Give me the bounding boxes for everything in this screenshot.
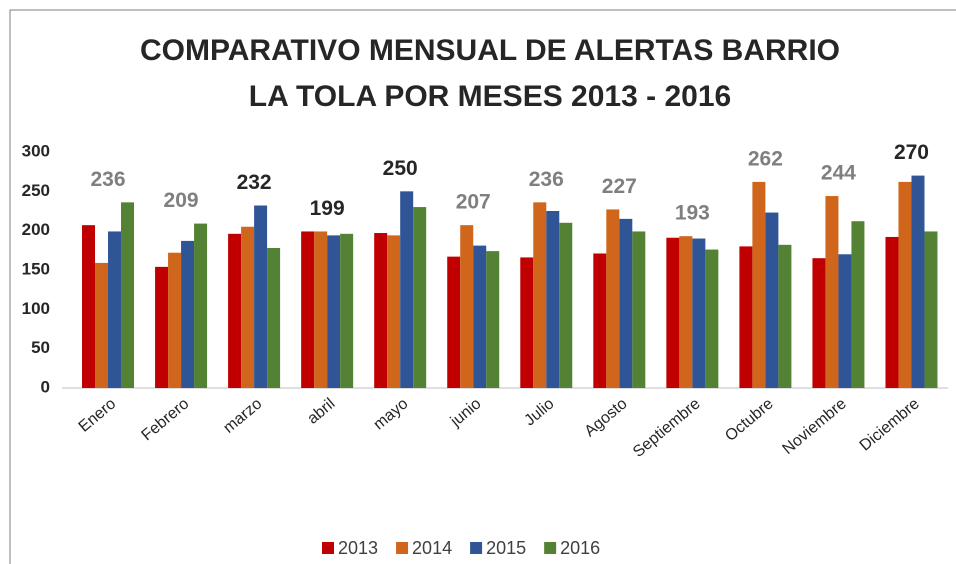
- bar: [546, 211, 560, 388]
- bar: [692, 238, 706, 388]
- bar: [666, 237, 680, 388]
- bar: [520, 257, 534, 388]
- y-tick-label: 0: [41, 377, 50, 396]
- bar: [241, 226, 255, 388]
- x-tick-label: Agosto: [582, 395, 631, 440]
- bar: [460, 225, 474, 388]
- bar: [95, 262, 109, 388]
- bar: [851, 221, 865, 388]
- x-tick-label: Octubre: [722, 395, 777, 445]
- bar: [679, 236, 693, 388]
- data-label: 199: [310, 197, 345, 220]
- bar: [812, 258, 826, 388]
- frame: [9, 9, 956, 564]
- bar: [168, 252, 182, 388]
- x-tick-label: Enero: [76, 395, 120, 436]
- chart-title: LA TOLA POR MESES 2013 - 2016: [249, 80, 731, 113]
- bar: [752, 181, 766, 388]
- bar: [765, 212, 779, 388]
- y-tick-label: 200: [22, 220, 50, 239]
- x-tick-label: abril: [304, 395, 338, 427]
- legend-label: 2014: [412, 538, 452, 558]
- x-tick-label: junio: [447, 395, 485, 430]
- legend-label: 2013: [338, 538, 378, 558]
- x-tick-label: mayo: [371, 395, 412, 433]
- bar: [447, 256, 461, 388]
- x-tick-label: Septiembre: [630, 395, 704, 461]
- bar: [374, 233, 388, 388]
- bar: [632, 231, 646, 388]
- x-tick-label: Noviembre: [780, 395, 850, 458]
- bar: [533, 202, 547, 388]
- x-tick-label: marzo: [220, 395, 265, 437]
- x-tick-label: Febrero: [138, 395, 192, 444]
- bar: [486, 251, 500, 388]
- bar: [413, 207, 427, 388]
- legend-swatch: [396, 542, 409, 554]
- bar: [108, 231, 122, 388]
- data-label: 270: [894, 141, 929, 164]
- bar: [705, 249, 719, 388]
- data-label: 236: [529, 168, 564, 191]
- bar: [593, 253, 607, 388]
- bar: [911, 175, 925, 388]
- bar: [924, 231, 938, 388]
- data-label: 207: [456, 191, 491, 214]
- x-tick-label: Diciembre: [857, 395, 923, 454]
- bar: [739, 246, 753, 388]
- y-tick-label: 250: [22, 181, 50, 200]
- bar: [825, 196, 839, 388]
- bar: [885, 236, 899, 388]
- bar: [194, 223, 208, 388]
- bar: [155, 266, 169, 388]
- bar: [181, 240, 195, 388]
- bar: [267, 247, 281, 388]
- x-tick-label: Julio: [521, 395, 557, 429]
- data-label: 232: [237, 171, 272, 194]
- bar: [473, 245, 487, 388]
- data-label: 227: [602, 175, 637, 198]
- bar: [340, 233, 354, 388]
- bar: [619, 218, 633, 388]
- bar: [254, 205, 268, 388]
- bar: [228, 233, 242, 388]
- data-label: 193: [675, 202, 710, 225]
- y-tick-label: 50: [31, 338, 50, 357]
- bar: [387, 235, 401, 388]
- bar: [327, 235, 341, 388]
- legend-label: 2015: [486, 538, 526, 558]
- data-label: 250: [383, 157, 418, 180]
- y-tick-label: 150: [22, 259, 50, 278]
- data-label: 236: [90, 168, 125, 191]
- y-tick-label: 100: [22, 299, 50, 318]
- data-label: 262: [748, 147, 783, 170]
- bar: [314, 231, 328, 388]
- legend-label: 2016: [560, 538, 600, 558]
- bar: [898, 181, 912, 388]
- bar: [400, 191, 414, 388]
- bar: [301, 231, 315, 388]
- bar: [606, 209, 620, 388]
- data-label: 244: [821, 162, 856, 185]
- bar: [838, 254, 852, 388]
- chart-title: COMPARATIVO MENSUAL DE ALERTAS BARRIO: [140, 34, 840, 67]
- bar: [82, 225, 96, 388]
- y-tick-label: 300: [22, 141, 50, 160]
- bar: [121, 202, 135, 388]
- legend-swatch: [544, 542, 557, 554]
- bar: [778, 244, 792, 388]
- legend-swatch: [322, 542, 334, 554]
- data-label: 209: [164, 189, 199, 212]
- bar: [559, 222, 573, 388]
- legend-swatch: [470, 542, 483, 554]
